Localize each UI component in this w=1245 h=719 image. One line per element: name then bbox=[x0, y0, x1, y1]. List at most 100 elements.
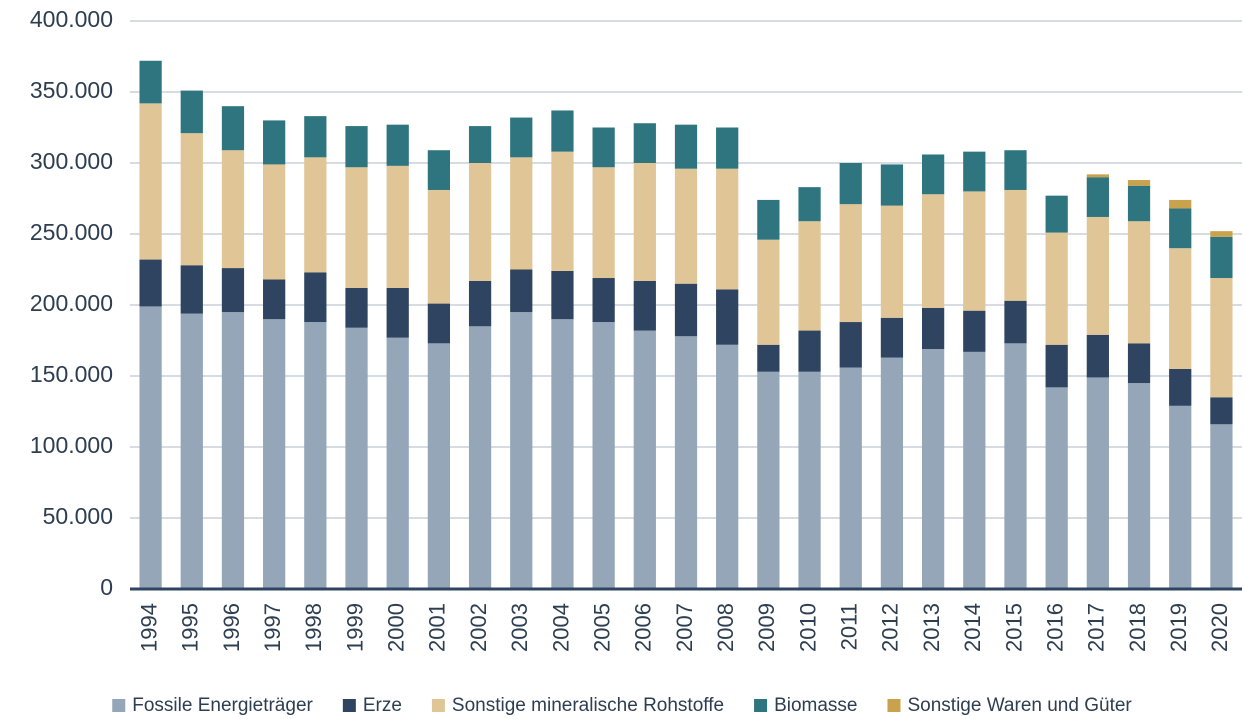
bar-segment bbox=[427, 189, 451, 304]
bar-segment bbox=[921, 349, 945, 589]
bar-segment bbox=[1004, 150, 1027, 190]
bar-segment bbox=[386, 124, 409, 166]
bar-segment bbox=[674, 336, 698, 589]
x-tick-label: 2007 bbox=[672, 603, 697, 652]
x-tick-label: 2006 bbox=[631, 603, 656, 652]
bar-segment bbox=[180, 133, 203, 266]
bar-segment bbox=[880, 317, 904, 358]
bar-segment bbox=[263, 164, 286, 280]
bar-segment bbox=[1045, 344, 1068, 388]
bar-segment bbox=[716, 168, 739, 290]
bar-segment bbox=[674, 124, 698, 169]
bar-segment bbox=[592, 127, 615, 168]
bar-segment bbox=[304, 116, 327, 158]
x-tick-label: 2002 bbox=[466, 603, 491, 652]
x-tick-label: 2005 bbox=[589, 603, 614, 652]
bar-segment bbox=[345, 126, 368, 168]
bar-segment bbox=[839, 367, 862, 589]
bar-segment bbox=[180, 90, 203, 134]
legend-label: Sonstige mineralische Rohstoffe bbox=[452, 695, 724, 716]
bar-segment bbox=[345, 167, 368, 288]
x-tick-label: 2000 bbox=[384, 603, 409, 652]
bar-segment bbox=[674, 283, 698, 337]
bar-segment bbox=[633, 330, 656, 589]
bar-segment bbox=[180, 313, 203, 589]
legend-label: Fossile Energieträger bbox=[132, 695, 313, 716]
bar-segment bbox=[510, 312, 533, 589]
y-tick-label: 400.000 bbox=[30, 6, 113, 32]
bar-segment bbox=[1086, 377, 1109, 589]
legend-swatch bbox=[431, 699, 445, 712]
bar-segment bbox=[1127, 343, 1151, 384]
bar-segment bbox=[468, 280, 492, 327]
y-tick-label: 150.000 bbox=[30, 361, 113, 387]
bar-segment bbox=[468, 163, 492, 281]
bar-segment bbox=[1045, 232, 1068, 345]
bar-segment bbox=[345, 287, 368, 328]
legend-swatch bbox=[342, 699, 356, 712]
x-tick-label: 2016 bbox=[1042, 603, 1067, 652]
bar-segment bbox=[139, 306, 162, 589]
bar-segment bbox=[798, 221, 821, 331]
bar-segment bbox=[963, 191, 986, 311]
bar-segment bbox=[839, 163, 862, 205]
bar-segment bbox=[963, 151, 986, 192]
bar-segment bbox=[263, 279, 286, 320]
bar-segment bbox=[1210, 424, 1233, 589]
y-tick-label: 50.000 bbox=[43, 503, 113, 529]
y-tick-label: 100.000 bbox=[30, 432, 113, 458]
bar-segment bbox=[1004, 189, 1027, 301]
x-tick-label: 2018 bbox=[1125, 603, 1150, 652]
x-tick-label: 2020 bbox=[1207, 603, 1232, 652]
bar-segment bbox=[1169, 405, 1192, 589]
bar-segment bbox=[386, 337, 409, 589]
bar-segment bbox=[1127, 180, 1151, 186]
x-tick-label: 2011 bbox=[837, 603, 862, 650]
bar-segment bbox=[1045, 387, 1068, 589]
bar-segment bbox=[1127, 383, 1151, 589]
legend-label: Erze bbox=[363, 695, 402, 716]
bar-segment bbox=[839, 322, 862, 368]
bar-segment bbox=[1169, 199, 1192, 209]
x-tick-label: 2019 bbox=[1166, 603, 1191, 652]
bar-segment bbox=[839, 204, 862, 323]
bar-segment bbox=[468, 126, 492, 163]
bar-segment bbox=[386, 287, 409, 338]
bar-segment bbox=[963, 310, 986, 352]
bar-segment bbox=[798, 371, 821, 589]
bar-segment bbox=[633, 163, 656, 281]
x-tick-label: 2017 bbox=[1084, 603, 1109, 652]
x-tick-label: 2003 bbox=[507, 603, 532, 652]
bar-segment bbox=[263, 319, 286, 589]
x-tick-label: 2012 bbox=[878, 603, 903, 652]
x-tick-label: 2010 bbox=[795, 603, 820, 652]
bar-segment bbox=[880, 357, 904, 589]
bar-segment bbox=[1169, 248, 1192, 369]
bar-segment bbox=[592, 278, 615, 323]
bar-segment bbox=[427, 343, 451, 589]
x-tick-label: 2014 bbox=[960, 603, 985, 652]
legend-swatch bbox=[112, 699, 126, 712]
bar-segment bbox=[592, 167, 615, 279]
bar-segment bbox=[963, 351, 986, 589]
bar-segment bbox=[798, 330, 821, 372]
bar-segment bbox=[180, 265, 203, 314]
bar-segment bbox=[1004, 343, 1027, 589]
bar-segment bbox=[304, 272, 327, 323]
x-tick-label: 1999 bbox=[342, 603, 367, 652]
bar-segment bbox=[757, 199, 780, 240]
x-tick-label: 1998 bbox=[301, 603, 326, 652]
bar-segment bbox=[921, 154, 945, 195]
bar-segment bbox=[921, 307, 945, 350]
bar-segment bbox=[221, 150, 245, 269]
x-tick-label: 2004 bbox=[548, 603, 573, 652]
bar-segment bbox=[139, 259, 162, 307]
bar-segment bbox=[716, 289, 739, 345]
y-tick-label: 300.000 bbox=[30, 148, 113, 174]
bar-segment bbox=[798, 187, 821, 222]
x-tick-label: 2013 bbox=[919, 603, 944, 652]
x-tick-label: 2015 bbox=[1001, 603, 1026, 652]
x-tick-label: 1995 bbox=[178, 603, 203, 652]
bar-segment bbox=[510, 117, 533, 158]
bar-segment bbox=[263, 120, 286, 165]
